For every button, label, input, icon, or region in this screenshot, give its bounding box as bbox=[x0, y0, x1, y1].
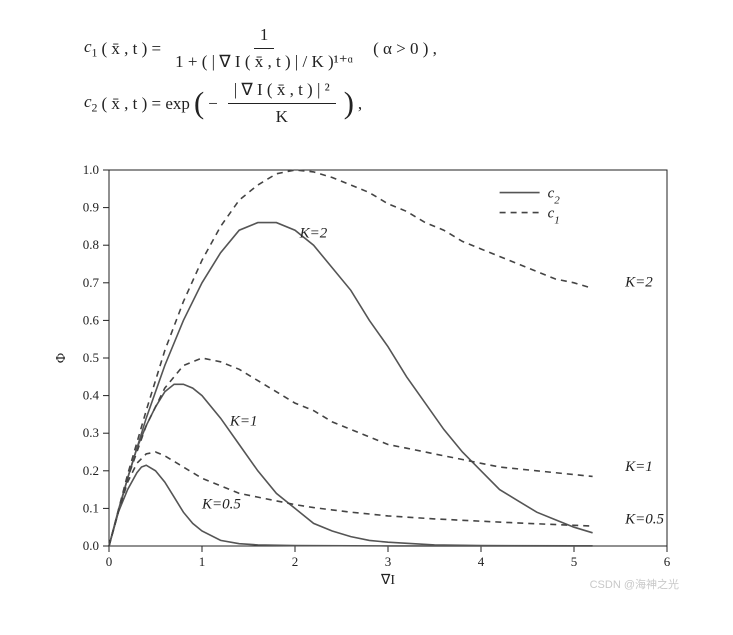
curve-annotation: K=1 bbox=[228, 414, 257, 430]
x-tick-label: 4 bbox=[477, 554, 484, 569]
y-tick-label: 0.0 bbox=[82, 538, 98, 553]
curve-annotation: K=2 bbox=[298, 226, 327, 242]
y-tick-label: 0.7 bbox=[82, 275, 99, 290]
curve-annotation: K=1 bbox=[624, 459, 653, 475]
legend-label: c2 bbox=[547, 186, 560, 207]
y-tick-label: 0.8 bbox=[82, 238, 98, 253]
equation-c2: c2 ( x̄ , t ) = exp ( − | ∇ I ( x̄ , t )… bbox=[84, 79, 709, 128]
y-tick-label: 0.6 bbox=[82, 313, 99, 328]
y-tick-label: 0.3 bbox=[82, 426, 98, 441]
y-axis-label: Φ bbox=[54, 353, 69, 363]
series-c2_K1 bbox=[109, 385, 593, 547]
y-tick-label: 1.0 bbox=[82, 162, 98, 177]
x-tick-label: 2 bbox=[291, 554, 298, 569]
phi-vs-gradI-chart: 0 1 2 3 4 5 6 0.0 0.1 0.2 0.3 0.4 0.5 0.6 0.7 0.8 0.9 1.0… bbox=[47, 152, 687, 592]
x-tick-label: 0 bbox=[105, 554, 112, 569]
y-tick-label: 0.2 bbox=[82, 463, 98, 478]
curve-annotation: K=0.5 bbox=[201, 497, 241, 513]
y-tick-label: 0.5 bbox=[82, 350, 98, 365]
equation-block: c1 ( x̄ , t ) = 1 1 + ( | ∇ I ( x̄ , t )… bbox=[84, 24, 709, 128]
eq2-fraction: | ∇ I ( x̄ , t ) | ² K bbox=[228, 79, 336, 128]
x-tick-label: 3 bbox=[384, 554, 391, 569]
x-tick-label: 1 bbox=[198, 554, 205, 569]
curve-annotation: K=0.5 bbox=[624, 512, 664, 528]
series-c1_K05 bbox=[109, 452, 593, 546]
y-tick-label: 0.1 bbox=[82, 501, 98, 516]
y-tick-label: 0.9 bbox=[82, 200, 98, 215]
series-c1_K1 bbox=[109, 358, 593, 546]
series-c1_K2 bbox=[109, 170, 593, 546]
x-axis-label: ∇I bbox=[379, 573, 394, 588]
y-tick-label: 0.4 bbox=[82, 388, 99, 403]
curve-annotation: K=2 bbox=[624, 275, 653, 291]
watermark: CSDN @海神之光 bbox=[589, 577, 678, 591]
legend-label: c1 bbox=[547, 206, 559, 227]
chart-container: 0 1 2 3 4 5 6 0.0 0.1 0.2 0.3 0.4 0.5 0.6 0.7 0.8 0.9 1.0… bbox=[47, 152, 687, 592]
x-tick-label: 5 bbox=[570, 554, 577, 569]
plot-frame bbox=[109, 170, 667, 546]
equation-c1: c1 ( x̄ , t ) = 1 1 + ( | ∇ I ( x̄ , t )… bbox=[84, 24, 709, 73]
eq1-fraction: 1 1 + ( | ∇ I ( x̄ , t ) | / K )¹⁺ᵅ bbox=[169, 24, 359, 73]
series-c2_K05 bbox=[109, 466, 593, 547]
x-tick-label: 6 bbox=[663, 554, 670, 569]
